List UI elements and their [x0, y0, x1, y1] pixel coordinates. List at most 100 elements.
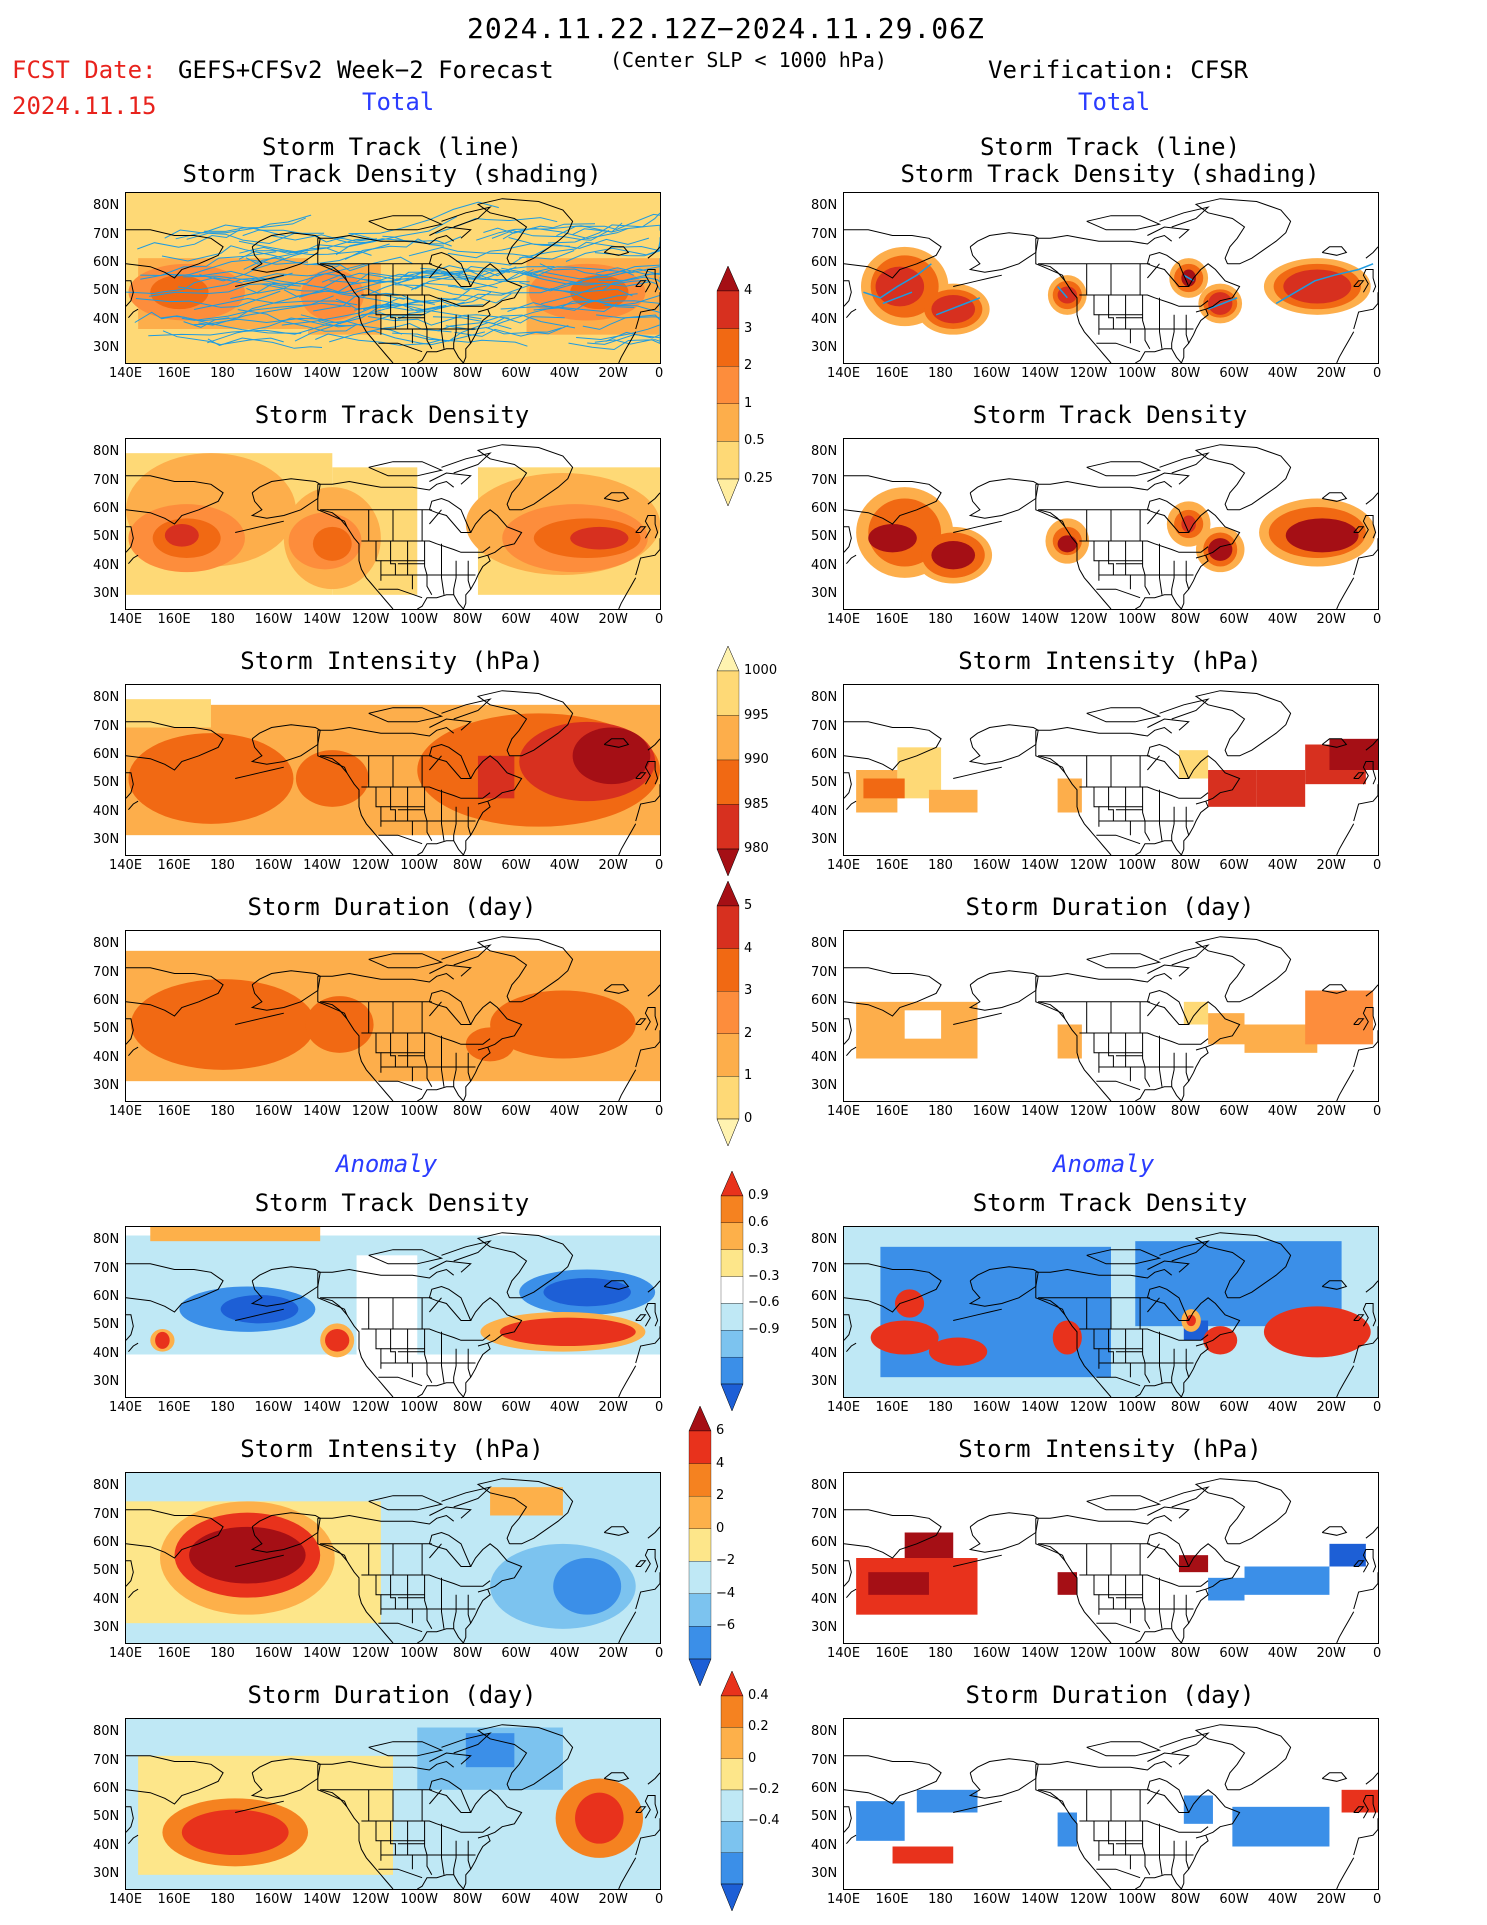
coastline: [1159, 452, 1210, 474]
lon-tick-label: 160W: [972, 366, 1011, 381]
coastline: [429, 1543, 442, 1559]
coastline: [1365, 1772, 1378, 1785]
coastline: [953, 520, 1002, 533]
shading-block: [856, 1801, 905, 1841]
lon-tick-label: 40W: [1267, 612, 1298, 627]
lon-tick-label: 60W: [501, 1892, 531, 1907]
coastline: [1125, 787, 1131, 836]
shading-block: [1329, 1543, 1366, 1567]
lat-tick-label: 30N: [811, 1865, 838, 1881]
panel-title-a_duration-obs: Storm Duration (day): [965, 1681, 1255, 1709]
storm-track: [363, 291, 492, 312]
lat-tick-label: 40N: [811, 803, 838, 819]
map-panel-a_density-fcst: [125, 1226, 661, 1398]
coastline: [1185, 806, 1190, 836]
panel-title-a_density-obs: Storm Track Density: [972, 1189, 1248, 1217]
coastline: [1365, 1526, 1378, 1539]
storm-track: [598, 258, 660, 281]
shading-blob: [931, 295, 976, 324]
colorbar-segment: [720, 1330, 744, 1358]
coastline: [128, 308, 139, 319]
colorbar-top-arrow: [720, 1170, 744, 1197]
coastline: [844, 280, 852, 307]
coastline: [844, 721, 942, 771]
coastline: [968, 1758, 1039, 1799]
panel-title-density-obs: Storm Track Density: [972, 401, 1248, 429]
colorbar-density: [716, 265, 740, 511]
colorbar-label: −0.9: [748, 1322, 780, 1338]
coastline: [618, 1857, 637, 1889]
storm-track: [193, 317, 342, 326]
shading-block: [1178, 1555, 1209, 1573]
coastline: [1362, 1795, 1377, 1819]
coastline: [1086, 1495, 1162, 1511]
storm-track: [207, 337, 323, 349]
coastline: [453, 560, 457, 595]
coastline: [476, 690, 574, 757]
coastline: [953, 766, 1002, 779]
coastline: [1321, 738, 1348, 748]
lon-tick-label: 140E: [109, 1104, 143, 1119]
storm-track: [161, 245, 285, 262]
lon-tick-label: 120W: [351, 858, 390, 873]
lon-tick-label: 180: [928, 1400, 953, 1415]
lon-tick-label: 20W: [1316, 366, 1346, 381]
storm-track: [363, 265, 476, 283]
total-label-right: Total: [1078, 88, 1151, 116]
coastline: [844, 1509, 942, 1559]
coastline: [1336, 1611, 1355, 1643]
storm-track: [392, 270, 530, 285]
lat-tick-label: 80N: [93, 936, 120, 952]
lon-tick-label: 20W: [1316, 858, 1346, 873]
lon-tick-label: 180: [928, 1104, 953, 1119]
coastline: [375, 1329, 382, 1369]
coastline: [968, 724, 1039, 765]
lat-tick-label: 50N: [93, 1563, 120, 1579]
coastline: [1086, 953, 1162, 969]
coastline: [128, 1342, 139, 1353]
storm-track: [318, 301, 465, 328]
map-panel-density-obs: [843, 438, 1379, 610]
coastline: [320, 263, 394, 363]
map-panel-intensity-fcst: [125, 684, 661, 856]
coastline: [1194, 936, 1292, 1003]
lon-tick-label: 100W: [400, 612, 438, 627]
coastline: [635, 538, 660, 576]
coastlines: [126, 198, 660, 363]
colorbar-segment: [716, 290, 740, 329]
coastline: [1353, 526, 1365, 533]
lon-tick-label: 120W: [1069, 1104, 1108, 1119]
lat-tick-label: 30N: [93, 1077, 120, 1093]
storm-track: [361, 310, 482, 320]
coastline: [428, 743, 472, 779]
coastline: [844, 229, 942, 279]
storm-track: [421, 266, 555, 280]
lon-tick-label: 120W: [351, 612, 390, 627]
colorbar-label: −2: [716, 1553, 736, 1569]
coastline: [603, 1526, 630, 1536]
coastline: [235, 1308, 284, 1321]
coastline: [1035, 1760, 1173, 1771]
shading-blob: [1208, 538, 1233, 561]
lon-tick-label: 120W: [1069, 366, 1108, 381]
lat-tick-label: 70N: [93, 1506, 120, 1522]
coastline: [126, 1560, 134, 1587]
map-panel-track-fcst: [125, 192, 661, 364]
coastline: [1362, 1303, 1377, 1327]
coastline: [1125, 1575, 1131, 1624]
coastline: [618, 1365, 637, 1397]
shading-blob: [130, 979, 316, 1070]
lon-tick-label: 160E: [157, 1400, 191, 1415]
lon-tick-label: 160W: [972, 1104, 1011, 1119]
lon-tick-label: 80W: [1170, 1646, 1201, 1661]
panel-title-intensity-obs: Storm Intensity (hPa): [958, 647, 1262, 675]
coastline: [429, 1752, 472, 1765]
storm-track: [491, 229, 610, 241]
lon-tick-label: 0: [1373, 612, 1382, 627]
map-panel-a_intensity-obs: [843, 1472, 1379, 1644]
lon-tick-label: 20W: [1316, 1104, 1346, 1119]
coastline: [1185, 1348, 1190, 1378]
coastline: [1125, 1033, 1131, 1082]
colorbar-label: 980: [744, 841, 769, 856]
coastline: [1035, 1764, 1066, 1807]
